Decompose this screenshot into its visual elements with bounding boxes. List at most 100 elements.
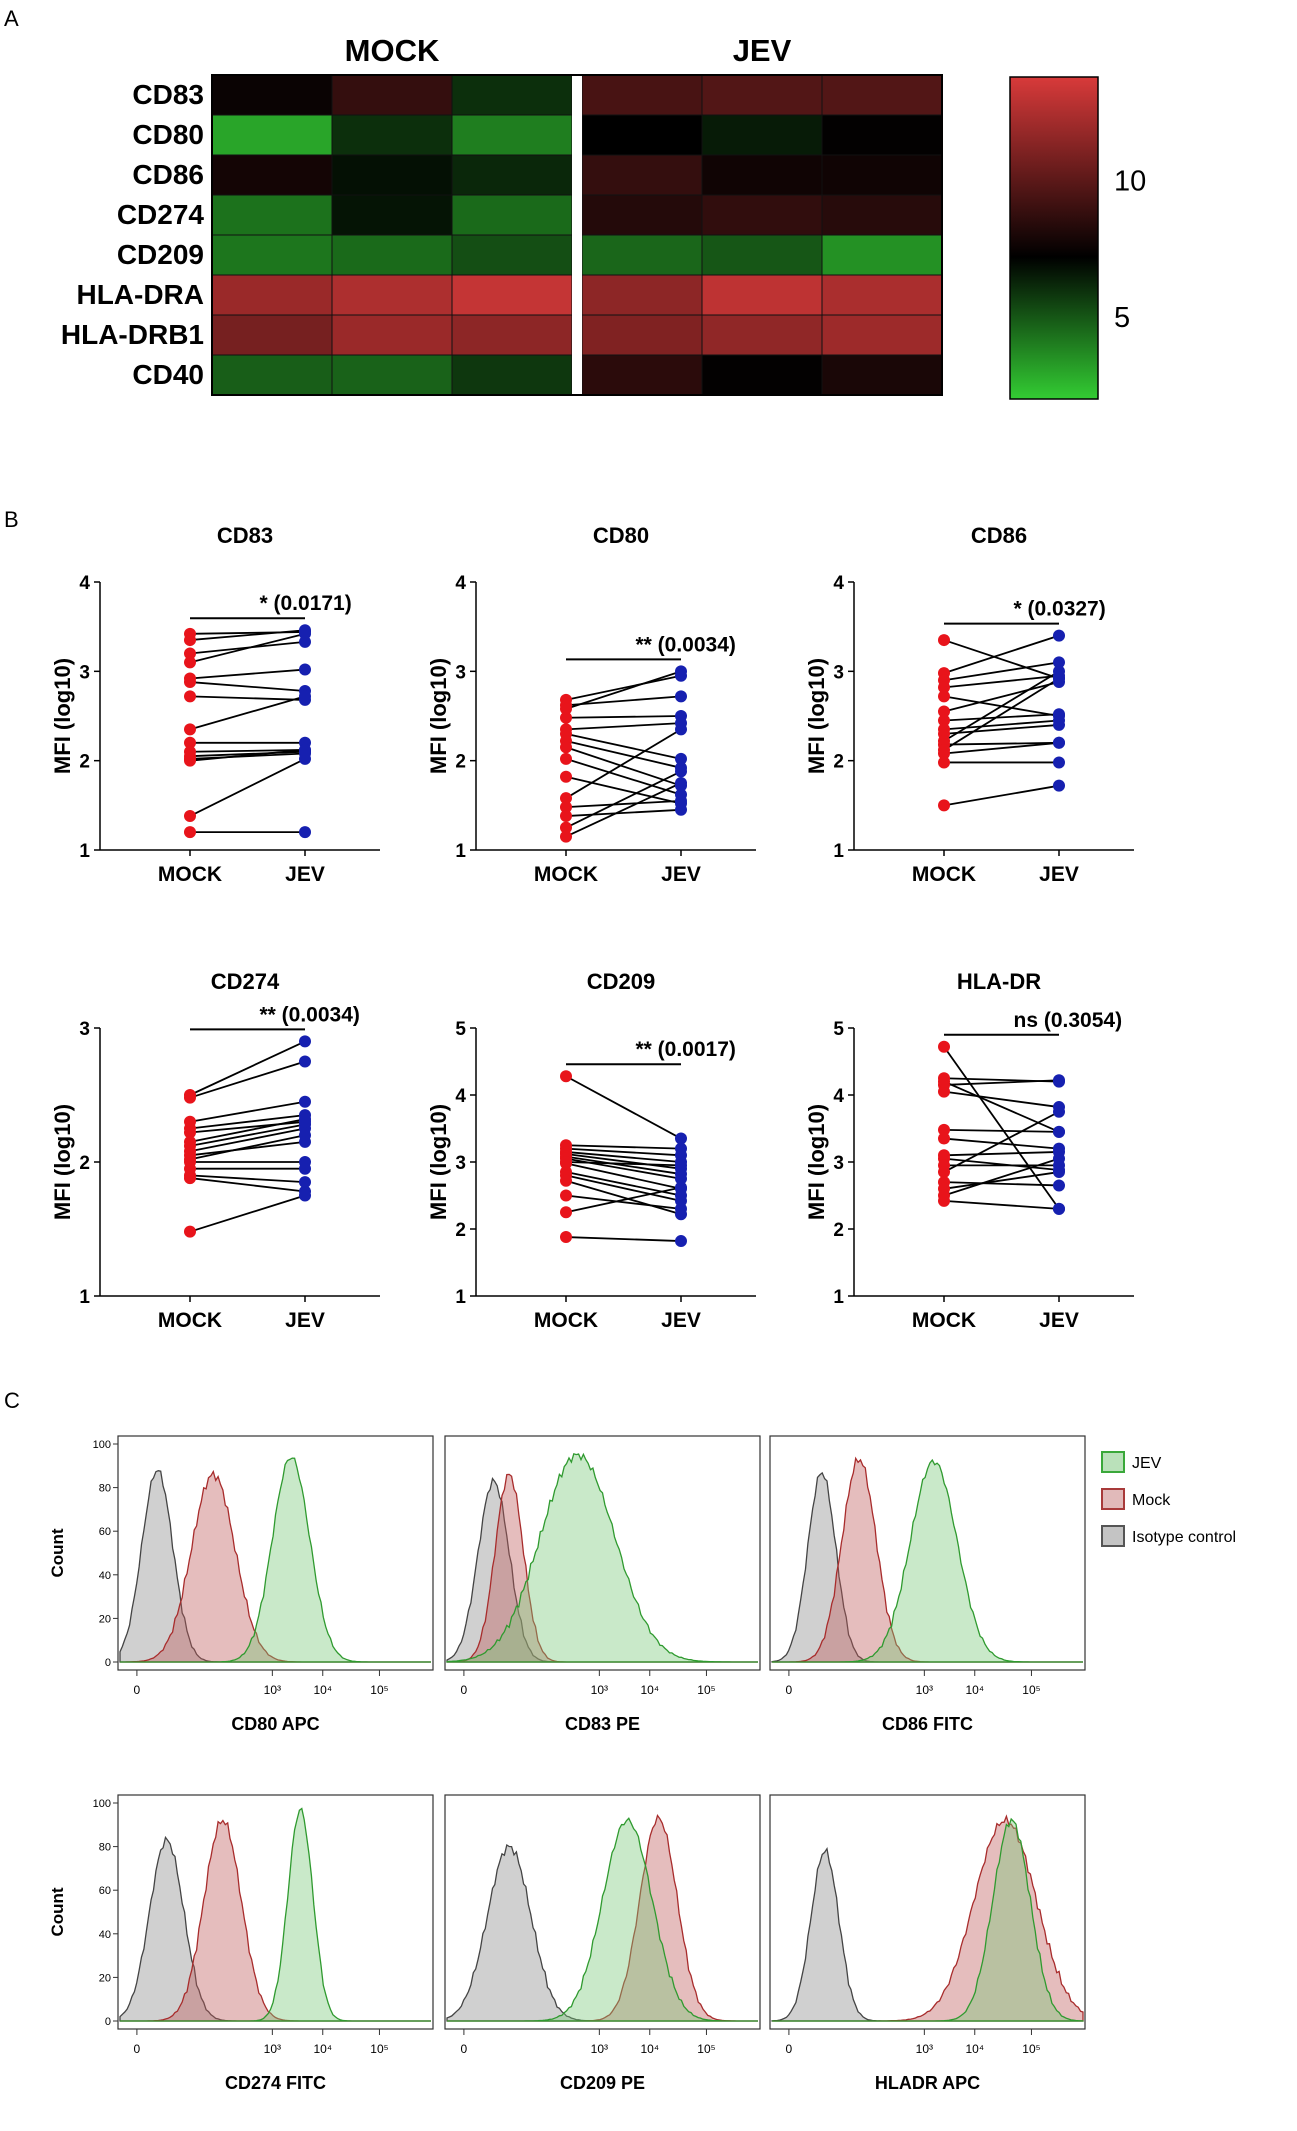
heatmap-cell-cd86-5 bbox=[701, 154, 823, 196]
scatter-title: CD86 bbox=[971, 523, 1027, 548]
paired-line bbox=[943, 695, 1060, 717]
paired-line bbox=[565, 770, 682, 829]
x-tick-label: MOCK bbox=[534, 1309, 598, 1332]
x-tick-label: 10⁴ bbox=[313, 2042, 332, 2056]
heatmap-cell-cd274-6 bbox=[821, 194, 943, 236]
heatmap-cell-cd209-4 bbox=[581, 234, 703, 276]
scatter-plot-cd83: CD83 1 2 3 4 MOCK JEV MFI (log10) * (0.0171) bbox=[50, 523, 380, 886]
paired-line bbox=[565, 728, 682, 799]
legend-swatch bbox=[1101, 1451, 1125, 1473]
y-tick-label: 1 bbox=[79, 1287, 90, 1308]
mock-point bbox=[938, 799, 950, 812]
mock-point bbox=[184, 754, 196, 767]
count-tick-label: 40 bbox=[99, 1570, 111, 1582]
paired-line bbox=[189, 1120, 306, 1134]
heatmap-cell-hla-dra-3 bbox=[451, 274, 573, 316]
paired-line bbox=[565, 758, 682, 796]
jev-point bbox=[1053, 1152, 1065, 1165]
x-tick-label: 10³ bbox=[264, 2042, 281, 2056]
mock-point bbox=[560, 770, 572, 783]
x-tick-label: MOCK bbox=[534, 863, 598, 886]
y-tick-label: 2 bbox=[833, 752, 844, 773]
jev-point bbox=[299, 1129, 311, 1142]
jev-point bbox=[1053, 1166, 1065, 1179]
scatter-title: CD209 bbox=[587, 969, 655, 994]
paired-line bbox=[565, 1151, 682, 1163]
x-tick-label: JEV bbox=[285, 863, 325, 886]
paired-line bbox=[565, 732, 682, 760]
mock-point bbox=[938, 705, 950, 718]
heatmap-row-label: CD83 bbox=[132, 79, 204, 110]
jev-point bbox=[1053, 736, 1065, 749]
jev-point bbox=[1053, 1105, 1065, 1118]
heatmap-cell-cd80-4 bbox=[581, 114, 703, 156]
paired-line bbox=[189, 629, 306, 641]
significance-label: * (0.0327) bbox=[1014, 598, 1106, 621]
jev-point bbox=[1053, 1125, 1065, 1138]
jev-point bbox=[675, 794, 687, 807]
x-tick-label: 10⁵ bbox=[370, 2042, 388, 2056]
mock-point bbox=[938, 1132, 950, 1145]
paired-line bbox=[189, 1100, 306, 1123]
x-tick-label: 10⁴ bbox=[640, 1683, 659, 1697]
paired-line bbox=[565, 1153, 682, 1170]
scatter-plot-hla-dr: HLA-DR 1 2 3 4 5 MOCK JEV MFI (log10) ns (0.3054) bbox=[804, 969, 1134, 1332]
heatmap-cell-cd83-6 bbox=[821, 74, 943, 116]
y-tick-label: 3 bbox=[79, 1019, 90, 1040]
paired-line bbox=[189, 668, 306, 680]
y-tick-label: 4 bbox=[833, 1086, 844, 1107]
jev-point bbox=[1053, 656, 1065, 669]
heatmap-cell-cd80-1 bbox=[211, 114, 333, 156]
paired-line bbox=[943, 1181, 1060, 1187]
paired-line bbox=[565, 1236, 682, 1242]
scatter-title: CD80 bbox=[593, 523, 649, 548]
paired-line bbox=[943, 1128, 1060, 1133]
mock-point bbox=[560, 1174, 572, 1187]
paired-line bbox=[189, 695, 306, 701]
mock-point bbox=[184, 1126, 196, 1139]
heatmap-cell-cd80-6 bbox=[821, 114, 943, 156]
scatter-title: HLA-DR bbox=[957, 969, 1041, 994]
mock-point bbox=[560, 702, 572, 715]
heatmap-cell-cd86-3 bbox=[451, 154, 573, 196]
paired-line bbox=[565, 722, 682, 731]
paired-line bbox=[189, 1194, 306, 1233]
histogram-legend: JEV Mock Isotype control bbox=[1101, 1451, 1236, 1547]
heatmap-group-label: JEV bbox=[733, 33, 792, 68]
jev-point bbox=[675, 1132, 687, 1145]
mock-point bbox=[938, 1194, 950, 1207]
paired-line bbox=[943, 661, 1060, 682]
histogram-cd209-pe: 0 10³ 10⁴ 10⁵ CD209 PE bbox=[444, 1794, 761, 2093]
paired-line bbox=[943, 719, 1060, 731]
jev-point bbox=[675, 1172, 687, 1185]
heatmap-cell-cd80-5 bbox=[701, 114, 823, 156]
paired-line bbox=[943, 1090, 1060, 1108]
histogram-frame bbox=[117, 1435, 434, 1671]
y-tick-label: 2 bbox=[79, 1153, 90, 1174]
x-tick-label: 10³ bbox=[591, 2042, 608, 2056]
y-axis-label: MFI (log10) bbox=[804, 658, 829, 774]
jev-point bbox=[1053, 1179, 1065, 1192]
heatmap-cell-cd83-3 bbox=[451, 74, 573, 116]
jev-point bbox=[1053, 710, 1065, 722]
paired-line bbox=[943, 1171, 1060, 1190]
heatmap-cell-cd209-5 bbox=[701, 234, 823, 276]
y-tick-label: 2 bbox=[455, 1220, 466, 1241]
legend-label: JEV bbox=[1132, 1455, 1162, 1472]
x-tick-label: 10⁴ bbox=[965, 1683, 984, 1697]
heatmap-cell-hla-dra-4 bbox=[581, 274, 703, 316]
heatmap-cell-cd209-2 bbox=[331, 234, 453, 276]
paired-line bbox=[565, 746, 682, 787]
heatmap-cell-hla-dra-2 bbox=[331, 274, 453, 316]
jev-point bbox=[299, 743, 311, 756]
count-tick-label: 0 bbox=[105, 2016, 111, 2028]
x-tick-label: 0 bbox=[786, 1683, 793, 1697]
heatmap-border bbox=[211, 74, 943, 396]
heatmap-cell-hla-drb1-5 bbox=[701, 314, 823, 356]
legend-swatch bbox=[1101, 1488, 1125, 1510]
histogram-x-label: CD83 PE bbox=[565, 1714, 640, 1734]
paired-line bbox=[943, 1199, 1060, 1210]
heatmap-cell-cd40-3 bbox=[451, 354, 573, 396]
jev-point bbox=[675, 690, 687, 703]
mock-point bbox=[560, 1156, 572, 1168]
